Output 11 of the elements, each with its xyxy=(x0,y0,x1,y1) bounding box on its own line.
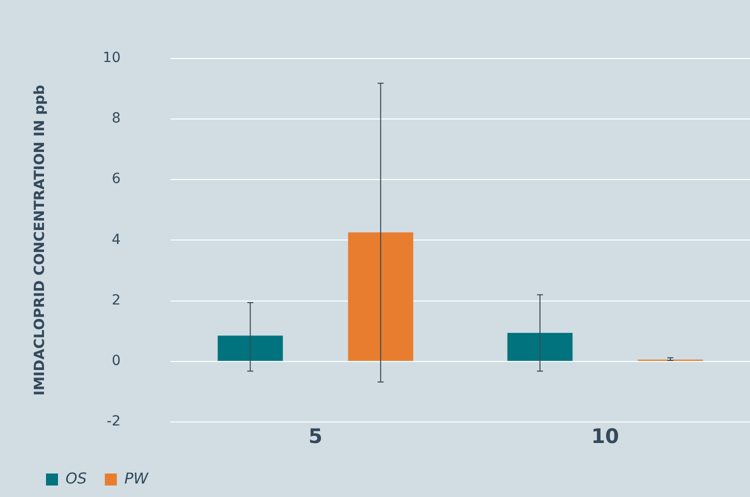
y-axis-title: IMIDACLOPRID CONCENTRATION IN ppb xyxy=(32,84,48,396)
y-tick-label: 8 xyxy=(112,110,121,127)
y-tick-label: 2 xyxy=(112,292,121,308)
legend-label: PW xyxy=(124,469,150,488)
y-tick-label: 4 xyxy=(112,232,121,248)
y-tick-label: 0 xyxy=(112,353,121,370)
y-tick-label: 6 xyxy=(112,171,121,188)
legend-label: OS xyxy=(66,469,88,488)
y-tick-label: -2 xyxy=(106,414,121,430)
x-tick-label: 5 xyxy=(308,424,322,448)
y-tick-label: 10 xyxy=(102,50,121,66)
